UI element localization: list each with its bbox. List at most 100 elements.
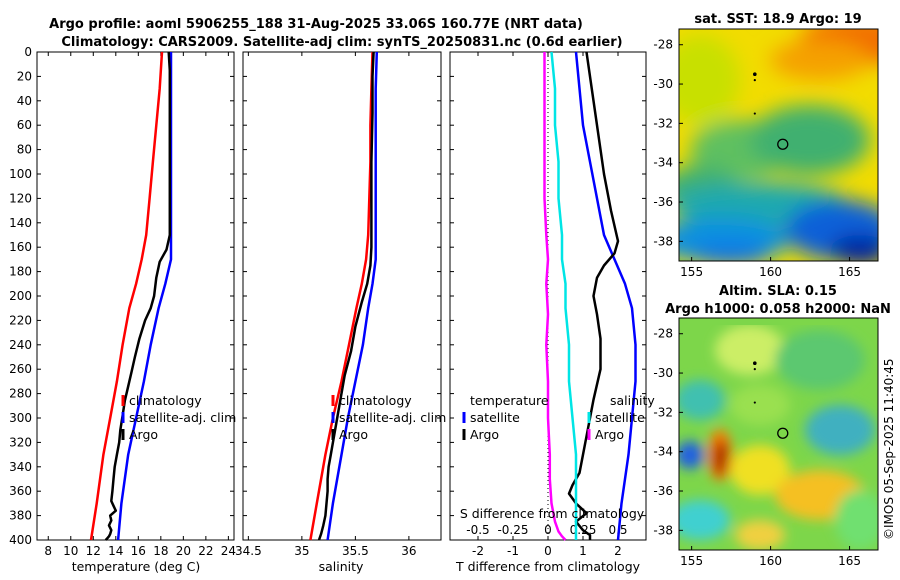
legend-label-t-argo: Argo	[470, 427, 499, 442]
map-y-tick-label: -34	[653, 156, 673, 170]
y-tick-label: 60	[17, 118, 32, 132]
track-point	[753, 112, 756, 115]
x-tick-label: 35	[294, 544, 309, 558]
map-y-tick-label: -28	[653, 327, 673, 341]
difference-legend: temperature satellite Argo salinity sate…	[462, 393, 655, 442]
credit-text: ©IMOS 05-Sep-2025 11:40:45	[882, 358, 896, 540]
map-y-tick-label: -36	[653, 484, 673, 498]
map-y-tick-label: -36	[653, 195, 673, 209]
temperature-chart: 8 10 12 14 16 18 20 22 2402040608010012014016018…	[9, 45, 236, 558]
map-x-tick-label: 155	[680, 554, 703, 568]
series-line-climatology	[309, 51, 374, 541]
x-tick-label: 2	[614, 544, 622, 558]
sla-map-title-line2: Argo h1000: 0.058 h2000: NaN	[665, 302, 891, 317]
map-y-tick-label: -34	[653, 445, 673, 459]
map-y-tick-label: -32	[653, 405, 673, 419]
map-y-tick-label: -38	[653, 234, 673, 248]
x-tick-label: 36	[401, 544, 416, 558]
legend-label-satellite: satellite-adj. clim	[129, 410, 236, 425]
y-tick-label: 280	[9, 387, 32, 401]
series-line-t-satellite	[574, 51, 637, 541]
track-point	[753, 72, 757, 77]
x2-tick-label: -0.25	[497, 523, 528, 537]
y-tick-label: 80	[17, 143, 32, 157]
temperature-legend: climatology satellite-adj. clim Argo	[121, 393, 236, 442]
x-tick-label: 14	[108, 544, 123, 558]
y-tick-label: 340	[9, 460, 32, 474]
y-tick-label: 140	[9, 216, 32, 230]
map-y-tick-label: -38	[653, 523, 673, 537]
y-tick-label: 320	[9, 435, 32, 449]
legend-label-climatology: climatology	[129, 393, 202, 408]
x-tick-label: 10	[63, 544, 78, 558]
sst-map-title: sat. SST: 18.9 Argo: 19	[694, 12, 861, 27]
legend-label-argo: Argo	[339, 427, 368, 442]
y-tick-label: 380	[9, 509, 32, 523]
track-point	[753, 79, 756, 82]
difference-xlabel2: S difference from climatology	[460, 506, 645, 521]
y-tick-label: 180	[9, 265, 32, 279]
map-y-tick-label: -32	[653, 116, 673, 130]
y-tick-label: 400	[9, 533, 32, 547]
series-line-satellite-adj-clim	[116, 52, 173, 541]
y-tick-label: 360	[9, 484, 32, 498]
map-x-tick-label: 160	[759, 554, 782, 568]
argo-location-marker	[777, 138, 789, 150]
map-y-tick-label: -30	[653, 366, 673, 380]
x-tick-label: -1	[507, 544, 519, 558]
map-x-tick-label: 155	[680, 265, 703, 279]
map-x-tick-label: 160	[759, 265, 782, 279]
sst-map-field	[679, 29, 878, 261]
legend-label-s-argo: Argo	[595, 427, 624, 442]
y-tick-label: 0	[24, 45, 32, 59]
sla-map-field	[679, 318, 878, 550]
sla-map-axes: 155 160 165 -28 -30 -32 -34 -36 -38	[653, 327, 861, 568]
legend-label-climatology: climatology	[339, 393, 412, 408]
legend-label-s-satellite: satellite	[595, 410, 645, 425]
x-tick-label: 18	[153, 544, 168, 558]
series-line-t-argo	[567, 51, 620, 540]
y-tick-label: 20	[17, 69, 32, 83]
x-tick-label: 8	[44, 544, 52, 558]
series-line-argo	[104, 51, 172, 541]
temperature-xlabel: temperature (deg C)	[72, 559, 201, 574]
argo-location-marker	[777, 427, 789, 439]
y-tick-label: 200	[9, 289, 32, 303]
y-tick-label: 260	[9, 362, 32, 376]
track-point	[753, 361, 757, 366]
x2-tick-label: -0.5	[466, 523, 489, 537]
x2-tick-label: 0	[544, 523, 552, 537]
salinity-chart: 34.5 35 35.5 36	[235, 51, 442, 558]
sla-map-frame	[678, 317, 879, 551]
y-tick-label: 240	[9, 338, 32, 352]
map-y-tick-label: -30	[653, 77, 673, 91]
figure-title-line2: Climatology: CARS2009. Satellite-adj cli…	[61, 35, 622, 50]
series-line-s-satellite	[550, 51, 578, 540]
plot-frame	[36, 51, 235, 541]
y-tick-label: 300	[9, 411, 32, 425]
x-tick-label: 34.5	[235, 544, 262, 558]
x-tick-label: 24	[221, 544, 236, 558]
x-tick-label: 16	[131, 544, 146, 558]
map-y-tick-label: -28	[653, 38, 673, 52]
figure-title-line1: Argo profile: aoml 5906255_188 31-Aug-20…	[49, 17, 583, 32]
y-tick-label: 40	[17, 94, 32, 108]
x-tick-label: 22	[198, 544, 213, 558]
map-x-tick-label: 165	[838, 265, 861, 279]
y-tick-label: 160	[9, 240, 32, 254]
y-tick-label: 120	[9, 191, 32, 205]
track-point	[753, 401, 756, 404]
legend-title-temperature: temperature	[470, 393, 549, 408]
sst-map-frame	[678, 28, 879, 262]
y-tick-label: 100	[9, 167, 32, 181]
series-line-climatology	[89, 51, 164, 541]
legend-label-satellite: satellite-adj. clim	[339, 410, 446, 425]
difference-chart: -2 -1 0 1 2-0.5 -0.25 0 0.25 0.5	[449, 51, 647, 558]
x-tick-label: 20	[176, 544, 191, 558]
difference-xlabel: T difference from climatology	[455, 559, 641, 574]
legend-label-t-satellite: satellite	[470, 410, 520, 425]
series-line-s-argo	[543, 52, 567, 541]
salinity-xlabel: salinity	[319, 559, 364, 574]
sst-map-axes: 155 160 165 -28 -30 -32 -34 -36 -38	[653, 38, 861, 279]
